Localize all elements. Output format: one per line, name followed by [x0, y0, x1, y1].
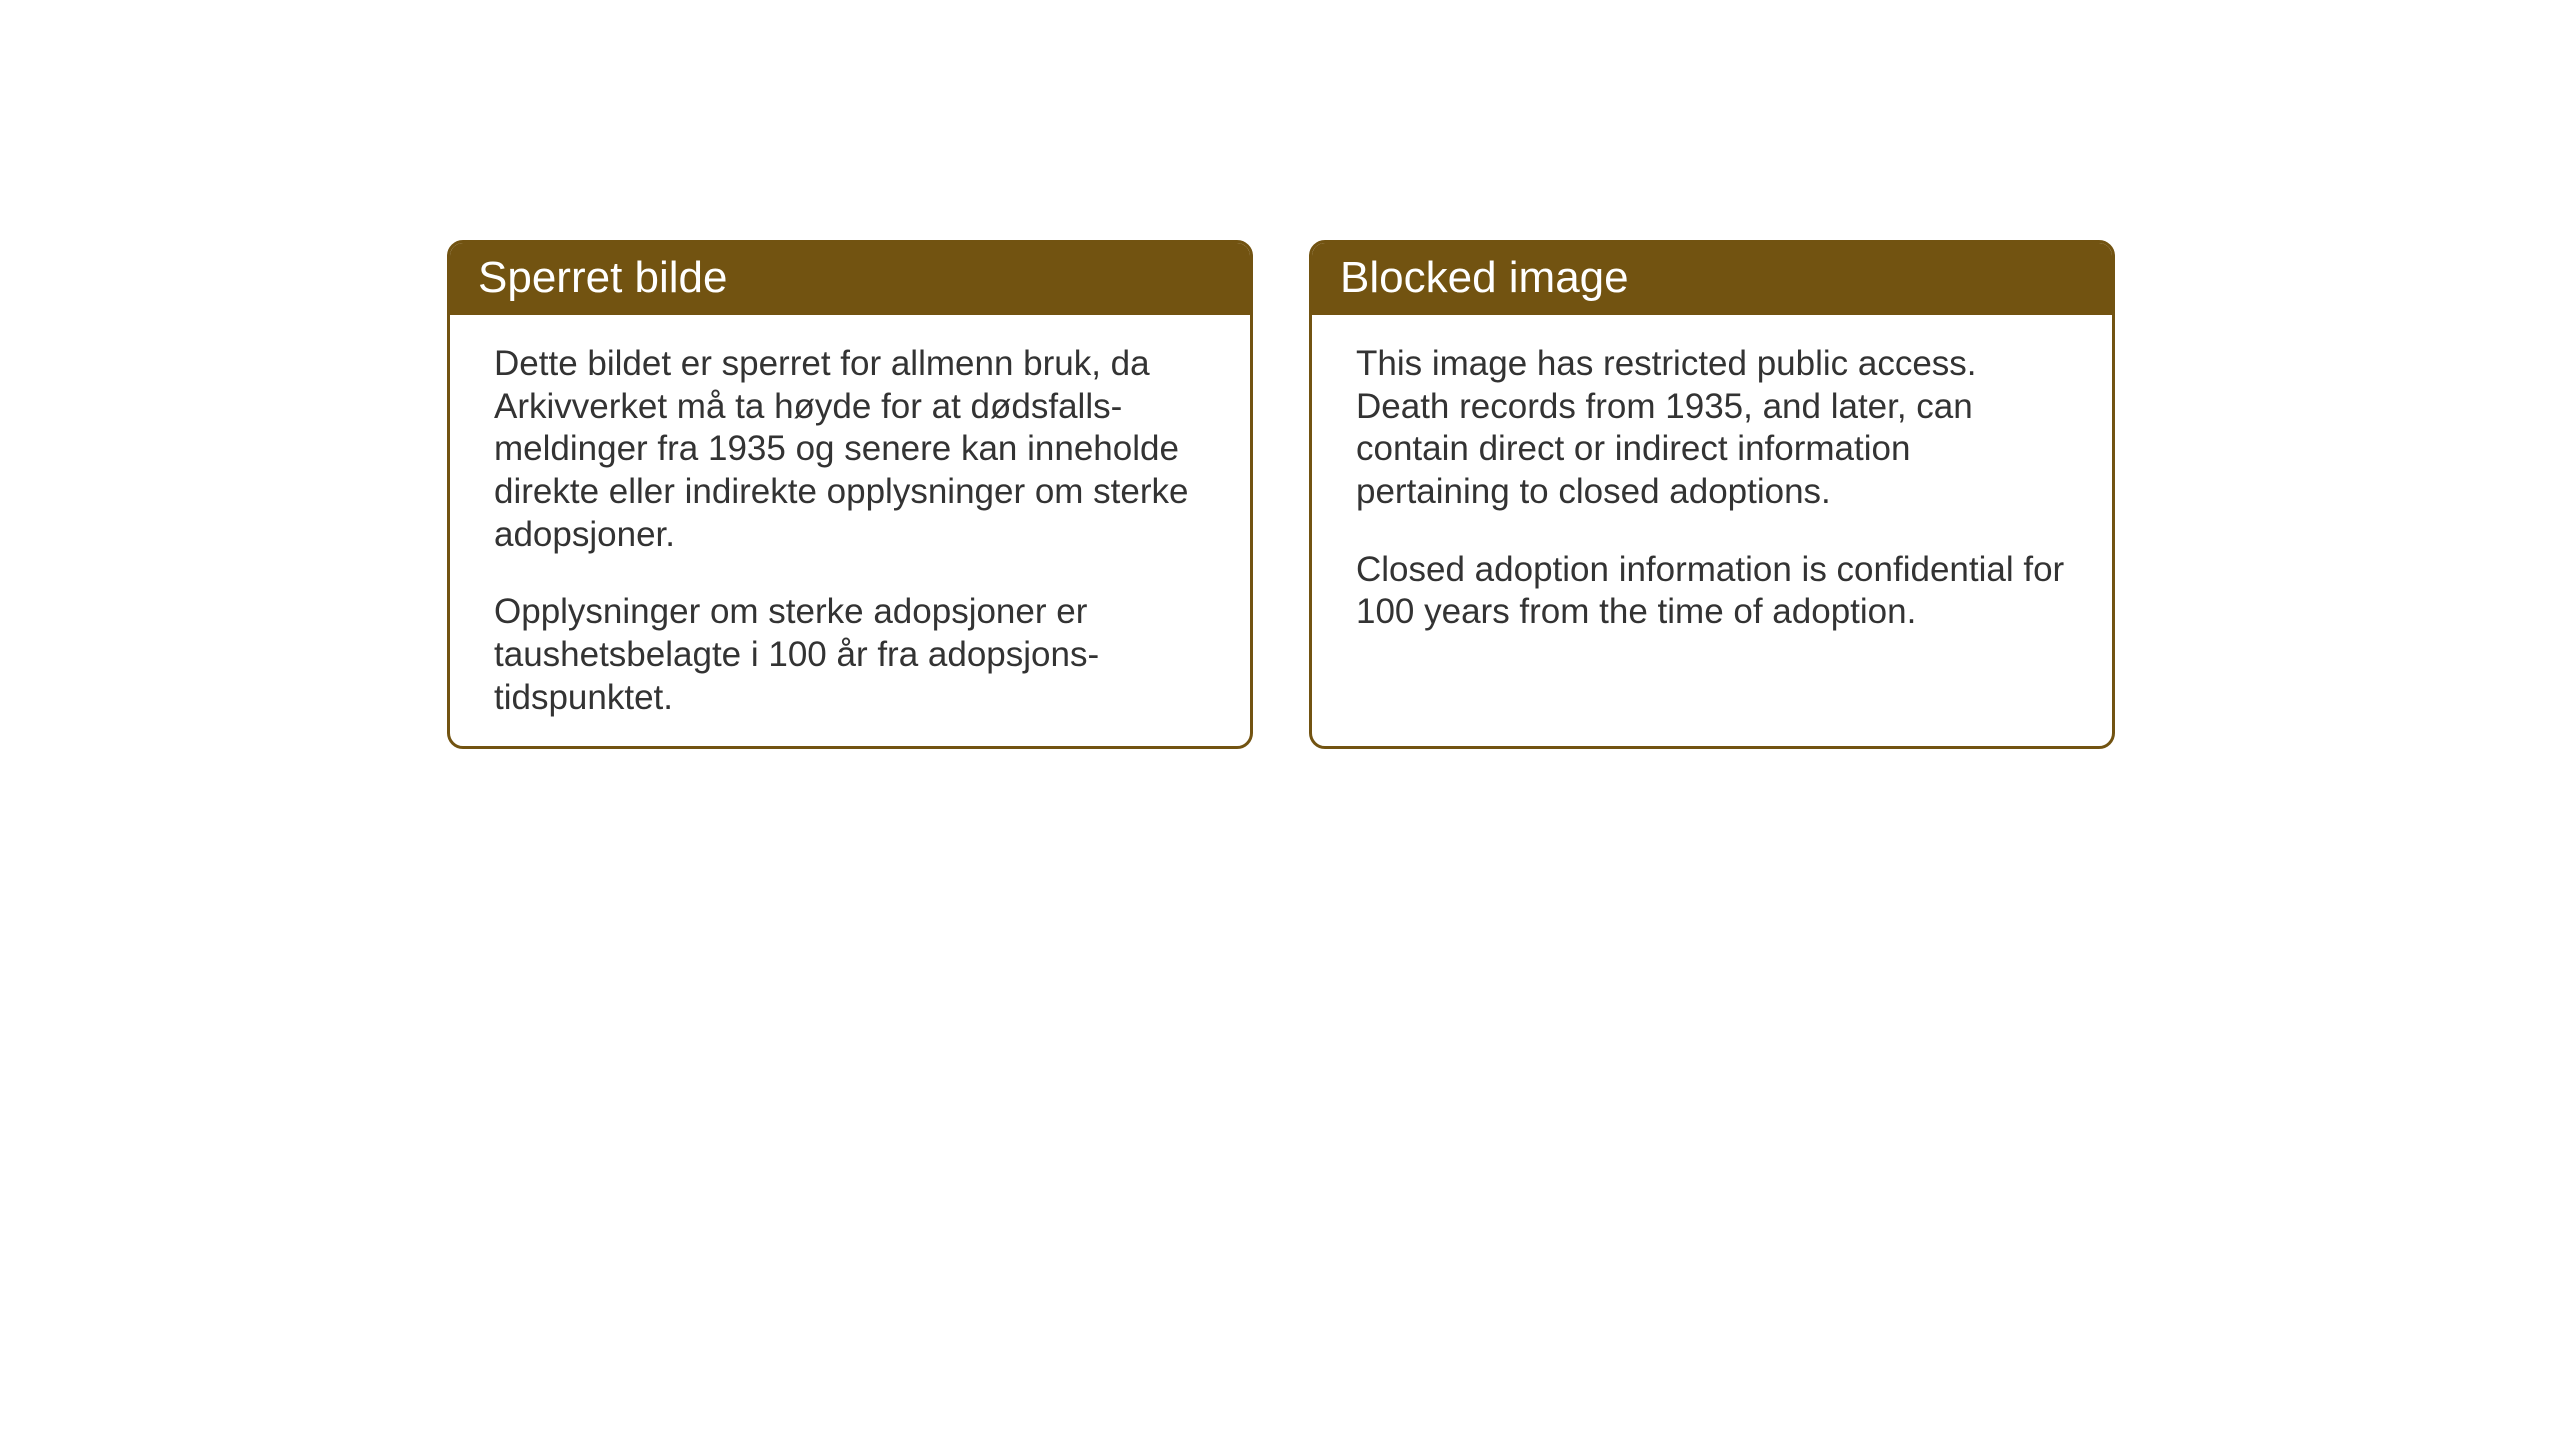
card-paragraph: Dette bildet er sperret for allmenn bruk… [494, 343, 1206, 556]
card-header-english: Blocked image [1312, 243, 2112, 315]
card-paragraph: This image has restricted public access.… [1356, 343, 2068, 514]
card-body-english: This image has restricted public access.… [1312, 315, 2112, 662]
card-title-english: Blocked image [1340, 253, 1629, 302]
card-paragraph: Opplysninger om sterke adopsjoner er tau… [494, 591, 1206, 719]
card-norwegian: Sperret bilde Dette bildet er sperret fo… [447, 240, 1253, 749]
card-paragraph: Closed adoption information is confident… [1356, 549, 2068, 634]
card-header-norwegian: Sperret bilde [450, 243, 1250, 315]
card-title-norwegian: Sperret bilde [478, 253, 727, 302]
cards-container: Sperret bilde Dette bildet er sperret fo… [447, 240, 2115, 749]
card-english: Blocked image This image has restricted … [1309, 240, 2115, 749]
card-body-norwegian: Dette bildet er sperret for allmenn bruk… [450, 315, 1250, 748]
